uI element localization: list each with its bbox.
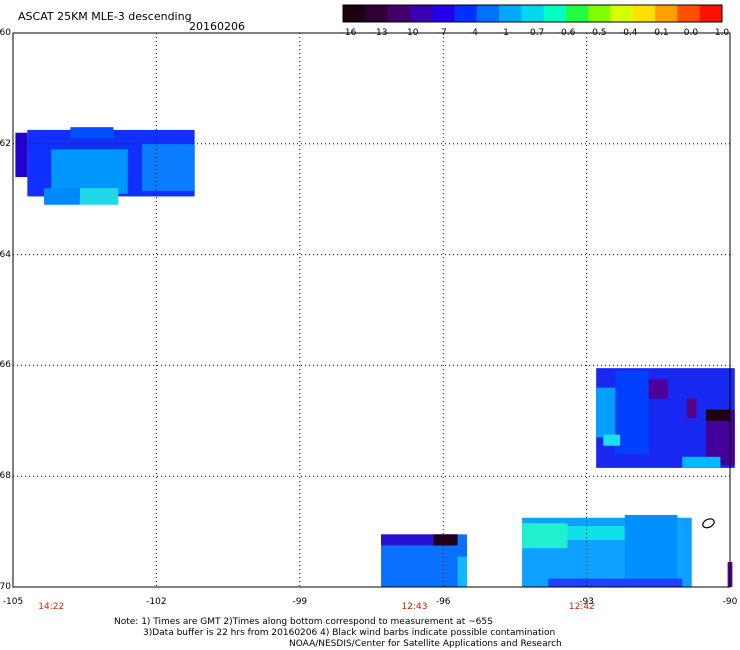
swath-cell-17 <box>381 534 458 546</box>
colorbar-tick-label: -16 <box>341 28 357 38</box>
colorbar-tick-label: 1.0 <box>714 28 730 38</box>
colorbar-segment <box>632 5 656 22</box>
y-tick-label: -60 <box>0 28 11 38</box>
y-tick-label: -62 <box>0 138 11 149</box>
colorbar-tick-label: -0.4 <box>619 28 638 38</box>
swath-cell-2 <box>51 149 128 194</box>
y-tick-label: -70 <box>0 582 11 592</box>
swath-cell-1 <box>70 127 114 139</box>
colorbar-segment <box>499 5 522 22</box>
colorbar-segment <box>409 5 433 22</box>
plot-frame <box>12 32 731 588</box>
colorbar-tick-label: -4 <box>468 28 478 38</box>
x-tick-label: -105 <box>2 597 24 607</box>
y-tick-label: -68 <box>0 471 11 482</box>
colorbar-segment <box>387 5 411 22</box>
colorbar-segment <box>699 5 723 22</box>
grid-lines <box>13 33 730 587</box>
swath-cell-5 <box>142 143 195 191</box>
colorbar-segment <box>343 5 366 22</box>
contamination-marker <box>702 518 715 529</box>
colorbar-tick-label: -0.5 <box>588 28 607 38</box>
colorbar-segment <box>454 5 478 22</box>
colorbar-segment <box>432 5 455 22</box>
swath-cell-10 <box>648 379 668 399</box>
pass-time-label: 12:43 <box>401 602 428 612</box>
colorbar-segment <box>677 5 701 22</box>
swath-cell-3 <box>79 188 119 205</box>
data-swaths <box>15 127 735 587</box>
colorbar-border <box>342 4 723 23</box>
x-tick-label: -102 <box>146 597 167 607</box>
colorbar-segment <box>655 5 678 22</box>
colorbar-segment <box>476 5 500 22</box>
colorbar-tick-label: -1 <box>499 28 509 38</box>
colorbar-segment <box>521 5 545 22</box>
x-tick-label: -93 <box>579 597 594 607</box>
swath-cell-18 <box>433 534 458 546</box>
colorbar-segment <box>565 5 589 22</box>
swath-cell-19 <box>457 556 468 587</box>
pass-time-label: 14:22 <box>38 602 65 612</box>
note-line-1: Note: 1) Times are GMT 2)Times along bot… <box>114 617 493 627</box>
swath-cell-14 <box>682 456 721 468</box>
y-tick-label: -66 <box>0 360 11 371</box>
pass-time-label: 12:42 <box>568 602 595 612</box>
swath-cell-21 <box>522 523 568 549</box>
colorbar-segment <box>543 5 567 22</box>
y-tick-label: -64 <box>0 249 11 260</box>
x-tick-label: -99 <box>292 597 308 607</box>
colorbar-segment <box>588 5 612 22</box>
swath-cell-22 <box>567 526 625 540</box>
x-tick-label: -90 <box>722 597 738 607</box>
swath-cell-4 <box>44 188 80 205</box>
swath-cell-6 <box>15 132 28 178</box>
swath-cell-23 <box>624 514 678 579</box>
swath-cell-11 <box>686 398 697 419</box>
swath-cell-13 <box>706 409 730 421</box>
colorbar-tick-label: -10 <box>403 28 419 38</box>
colorbar <box>342 4 723 23</box>
colorbar-tick-label: -0.6 <box>557 28 576 38</box>
markers <box>702 518 715 529</box>
colorbar-segment <box>610 5 634 22</box>
x-tick-label: -96 <box>435 597 451 607</box>
swath-cell-24 <box>548 578 683 587</box>
colorbar-tick-label: -0.1 <box>651 28 669 38</box>
note-line-3: NOAA/NESDIS/Center for Satellite Applica… <box>289 639 562 649</box>
colorbar-tick-label: -7 <box>437 28 447 38</box>
note-line-2: 3)Data buffer is 22 hrs from 20160206 4)… <box>143 628 556 638</box>
chart-title: ASCAT 25KM MLE-3 descending <box>18 10 192 23</box>
colorbar-segment <box>365 5 389 22</box>
colorbar-tick-label: -0.7 <box>526 28 545 38</box>
swath-cell-15 <box>603 434 621 446</box>
colorbar-tick-label: -13 <box>372 28 388 38</box>
swath-cell-9 <box>615 370 649 455</box>
colorbar-tick-label: 0.0 <box>683 28 699 38</box>
chart-date: 20160206 <box>189 20 245 33</box>
